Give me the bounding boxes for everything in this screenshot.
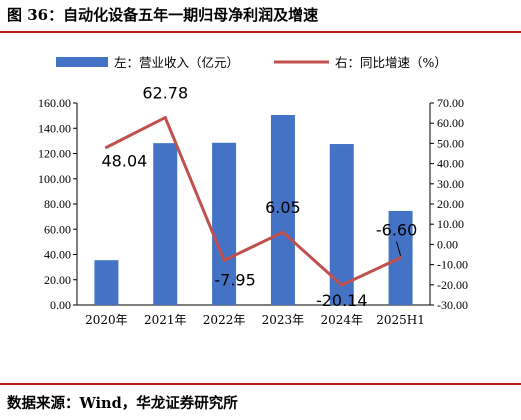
y-left-tick-label: 100.00 [38,172,71,186]
line-data-label: 6.05 [265,198,301,217]
source-note: 数据来源：Wind，华龙证券研究所 [7,395,238,412]
legend-bar-swatch [56,57,108,67]
line-point-5 [399,256,403,260]
line-series [104,116,403,287]
y-left-tick-label: 160.00 [38,96,71,110]
x-tick-label: 2024年 [320,313,363,327]
line-data-label: 62.78 [142,84,188,103]
y-right-tick-label: 70.00 [437,96,464,110]
y-right-tick-label: 50.00 [437,136,464,150]
y-right-tick-label: 10.00 [437,217,464,231]
y-left-tick-label: 140.00 [38,121,71,135]
y-left-tick-label: 80.00 [44,197,71,211]
line-point-0 [104,145,108,149]
legend-line-label: 右：同比增速（%） [335,55,447,70]
data-labels: 48.04 62.78 -7.95 6.05 -20.14 -6.60 [102,84,418,310]
line-point-2 [222,258,226,262]
line-point-4 [340,283,344,287]
y-right-tick-label: 30.00 [437,177,464,191]
line-data-label: -6.60 [376,221,417,240]
y-right-tick-label: -10.00 [437,258,468,272]
y-right-tick-label: -30.00 [437,298,468,312]
bar-2 [212,142,237,305]
figure-title: 图 36：自动化设备五年一期归母净利润及增速 [7,6,319,24]
y-left-tick-label: 0.00 [50,298,71,312]
line-data-label: 48.04 [102,151,148,170]
line-point-3 [281,230,285,234]
x-tick-label: 2020年 [85,313,128,327]
footer-rule [0,383,521,385]
x-tick-label: 2021年 [144,313,187,327]
y-right-tick-label: 40.00 [437,157,464,171]
y-left-tick-label: 20.00 [44,273,71,287]
header-rule [0,31,521,33]
legend: 左：营业收入（亿元） 右：同比增速（%） [56,55,447,70]
y-right-tick-label: 60.00 [437,116,464,130]
line-data-label: -7.95 [214,270,255,289]
axes: 0.00 20.00 40.00 60.00 80.00 100.00 120.00 140.… [38,96,468,327]
bar-series [94,114,413,306]
bar-1 [153,143,178,305]
legend-bar-label: 左：营业收入（亿元） [114,55,239,70]
y-right-tick-label: 0.00 [437,237,458,251]
leader-line [396,241,402,256]
x-tick-label: 2022年 [203,313,246,327]
y-right-tick-label: -20.00 [437,278,468,292]
y-right-tick-label: 20.00 [437,197,464,211]
bar-0 [94,260,119,305]
x-tick-label: 2025H1 [376,313,425,327]
y-left-tick-label: 120.00 [38,147,71,161]
x-tick-label: 2023年 [262,313,305,327]
line-data-label: -20.14 [316,291,368,310]
growth-line [105,116,402,287]
y-left-tick-label: 60.00 [44,222,71,236]
line-point-1 [163,116,167,120]
bar-3 [270,114,295,306]
y-left-tick-label: 40.00 [44,248,71,262]
